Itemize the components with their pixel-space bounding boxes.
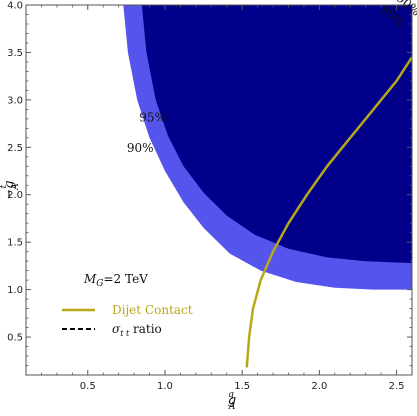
annotations: 95%90%95%90%: [127, 0, 417, 155]
y-tick-label: 2.0: [7, 190, 23, 201]
y-tick-label: 1.5: [7, 238, 23, 249]
x-tick-label: 0.5: [80, 381, 96, 392]
y-tick-label: 4.0: [7, 1, 23, 12]
plot-frame: [25, 4, 413, 376]
y-tick-label: 0.5: [7, 333, 23, 344]
legend-label: σt t ratio: [112, 322, 162, 338]
series-line-0: [245, 56, 412, 368]
x-tick-label: 2.5: [389, 381, 405, 392]
plot-area: [123, 5, 412, 368]
y-axis-label: −gt A: [0, 180, 21, 199]
y-tick-label: 1.0: [7, 285, 23, 296]
contour-label: 95%: [139, 111, 166, 125]
legend: MG=2 TeV Dijet Contact σt t ratio: [62, 272, 193, 338]
y-tick-label: 2.5: [7, 143, 23, 154]
contour-label: 90%: [127, 141, 154, 155]
x-tick-label: 1.0: [157, 381, 173, 392]
mass-label: MG=2 TeV: [83, 272, 148, 289]
y-tick-label: 3.5: [7, 48, 23, 59]
axes: 0.5 1.0 1.5 2.0 2.5 0.5 1.0 1.5 2.0 2.5 3.0 3.5 4.0 g…: [0, 1, 413, 412]
x-tick-label: 2.0: [311, 381, 327, 392]
x-tick-label: 1.5: [234, 381, 250, 392]
legend-label: Dijet Contact: [112, 303, 193, 317]
y-tick-label: 3.0: [7, 95, 23, 106]
x-axis-label: gq A: [228, 390, 236, 412]
region-95-percent: [141, 5, 412, 264]
